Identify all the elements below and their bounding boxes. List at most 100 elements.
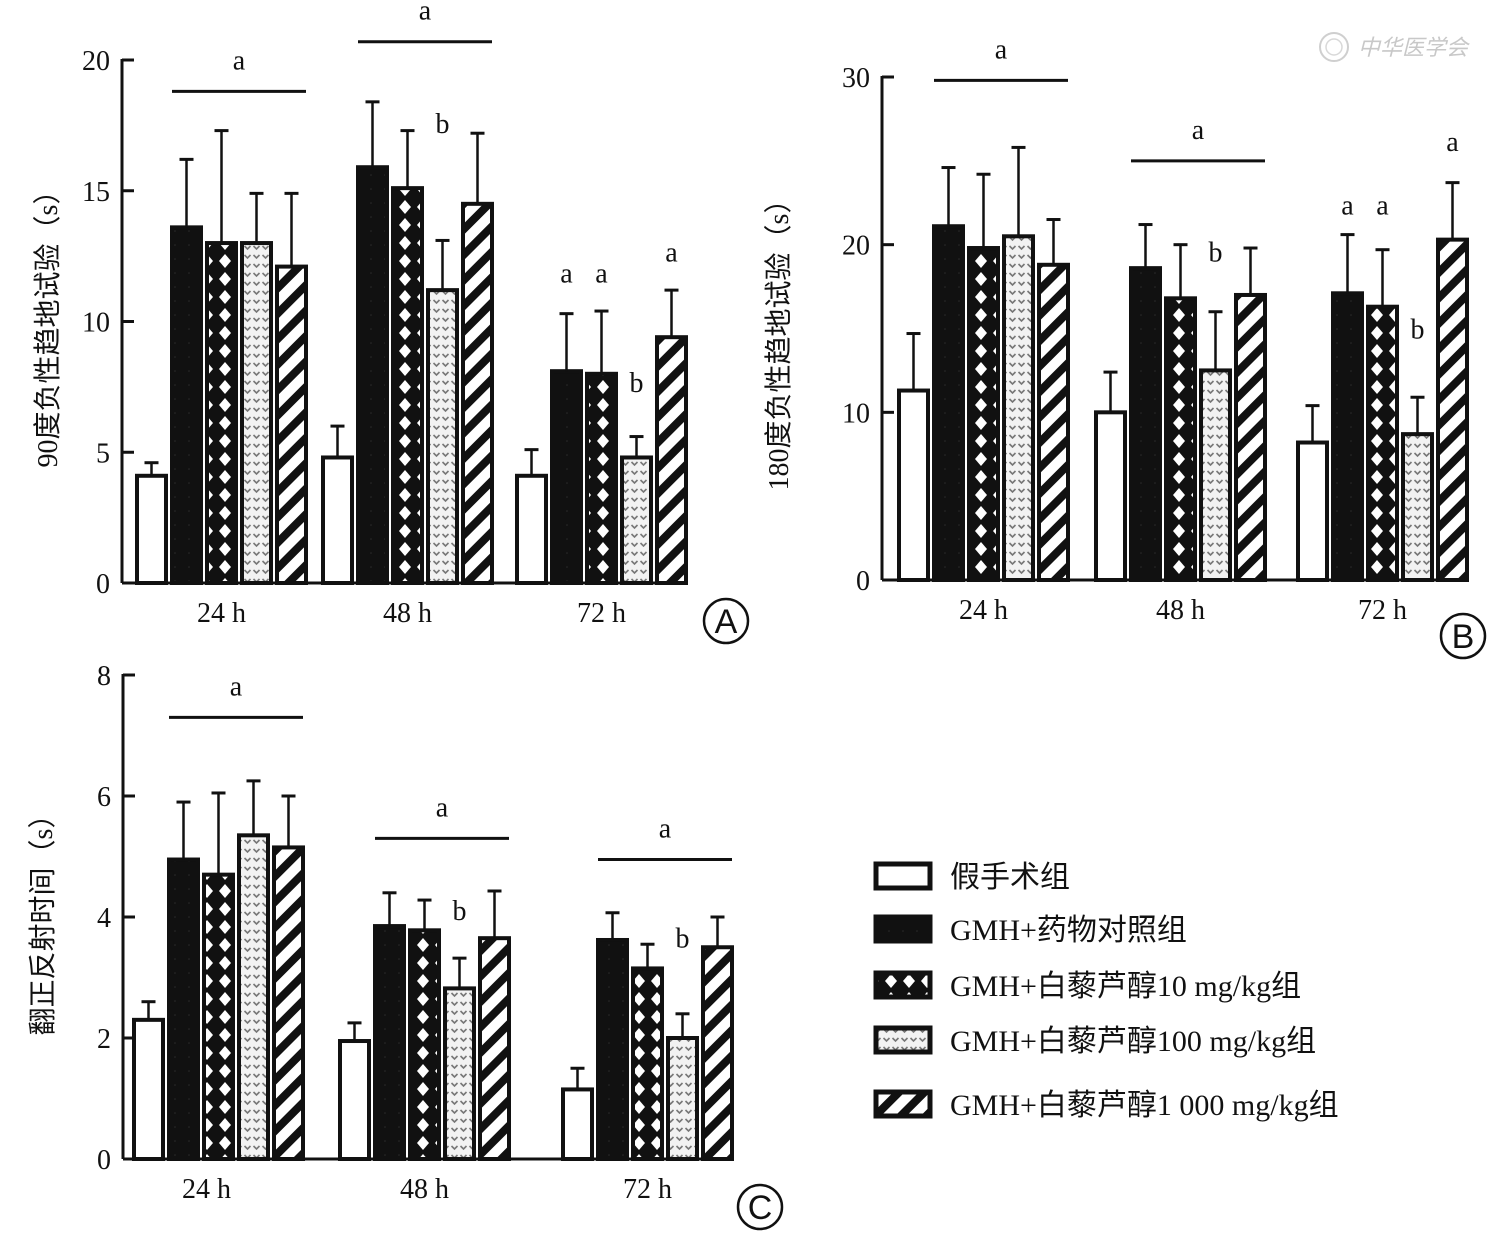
bar-group [478,889,511,1161]
bar [373,924,406,1162]
panel-a-bars [135,100,688,586]
significance-label: a [995,34,1008,65]
bar-group [202,791,235,1162]
watermark-text: 中华医学会 [1358,36,1470,61]
panel-a-letter-circle [702,597,750,645]
significance-label: a [659,814,672,845]
y-tick-label: 4 [97,903,111,934]
significance-label: a [233,45,246,76]
bar [1296,440,1329,582]
bar-group [515,448,548,585]
bar [1037,262,1070,582]
significance-label: a [419,0,432,27]
panel-b-letter-badge: B [1439,612,1487,660]
significance-label: a [1376,190,1389,221]
legend-item: GMH+药物对照组 [873,914,1187,947]
panel-c: 0 2 4 6 8 24 h 48 h 72 h a a b a b 翻正反射时间（s） C [27,661,784,1231]
bar [561,1087,594,1162]
significance-label: a [560,258,573,289]
legend-label: 假手术组 [950,861,1070,894]
bar [631,966,664,1161]
panel-b-y-axis-label: 180度负性趋地试验（s） [763,186,795,491]
bar [1129,266,1162,582]
bar [275,264,308,585]
bar [967,246,1000,583]
bar [132,1017,165,1161]
bar-group [237,779,270,1161]
bar-group [408,898,441,1161]
bar [240,241,273,586]
bar-group [967,172,1000,583]
bar-group [373,891,406,1162]
bar-group [1164,243,1197,582]
legend-label: GMH+白藜芦醇10 mg/kg组 [950,970,1301,1003]
bar [167,857,200,1162]
panel-c-letter-badge: C [736,1183,784,1231]
y-tick-label: 5 [96,438,110,469]
bar-group [1037,218,1070,582]
legend-item: 假手术组 [873,861,1070,894]
bar [1436,237,1469,583]
y-tick-label: 6 [97,782,111,813]
y-tick-label: 10 [842,398,870,429]
panel-b-bars [897,145,1469,583]
panel-b-letter: B [1452,618,1475,656]
bar [408,928,441,1161]
significance-label: a [1192,115,1205,146]
legend-label: GMH+白藜芦醇1 000 mg/kg组 [950,1089,1339,1122]
bar [666,1036,699,1161]
bar-group [1401,395,1434,582]
bar-group [135,461,168,585]
significance-label: a [1341,190,1354,221]
y-tick-label: 8 [97,661,111,692]
bar [205,241,238,586]
panel-a-letter-badge: A [702,597,750,645]
bar [1331,291,1364,582]
significance-label: a [230,671,243,702]
bar [701,945,734,1161]
x-category-label: 48 h [400,1174,449,1205]
panel-c-annotations: a a b a b [169,671,732,954]
panel-a-y-axis-label: 90度负性趋地试验（s） [32,177,64,468]
bar-group [1366,248,1399,582]
significance-label: b [453,896,467,927]
bar-group [443,956,476,1162]
bar [461,201,494,585]
legend-label: GMH+药物对照组 [950,914,1187,947]
legend-swatch-diagonal [873,1089,933,1119]
x-category-label: 24 h [197,598,246,629]
bar [338,1039,371,1162]
bar [1002,234,1035,583]
bar-group [426,238,459,585]
x-category-label: 72 h [577,598,626,629]
significance-label: b [1411,315,1425,346]
bar [1234,292,1267,582]
panel-c-y-axis-label: 翻正反射时间（s） [27,801,59,1036]
y-tick-label: 0 [856,566,870,597]
bar-group [596,911,629,1161]
x-category-label: 72 h [623,1174,672,1205]
significance-label: a [1446,127,1459,158]
significance-label: b [436,109,450,140]
bar-group [1296,404,1329,582]
bar [1094,410,1127,583]
bar-group [321,424,354,586]
bar-group [1436,181,1469,583]
x-category-label: 48 h [1156,595,1205,626]
bar-group [561,1066,594,1162]
panel-c-letter-circle [736,1183,784,1231]
bar-group [932,166,965,582]
bar-group [205,129,238,586]
significance-label: b [1209,237,1223,268]
panel-c-bars [132,779,734,1162]
bar [1401,432,1434,582]
bar [321,455,354,586]
bar-group [585,309,618,585]
bar-group [701,915,734,1161]
society-seal-icon [1319,32,1349,62]
significance-label: b [676,923,690,954]
bar-group [1199,310,1232,582]
